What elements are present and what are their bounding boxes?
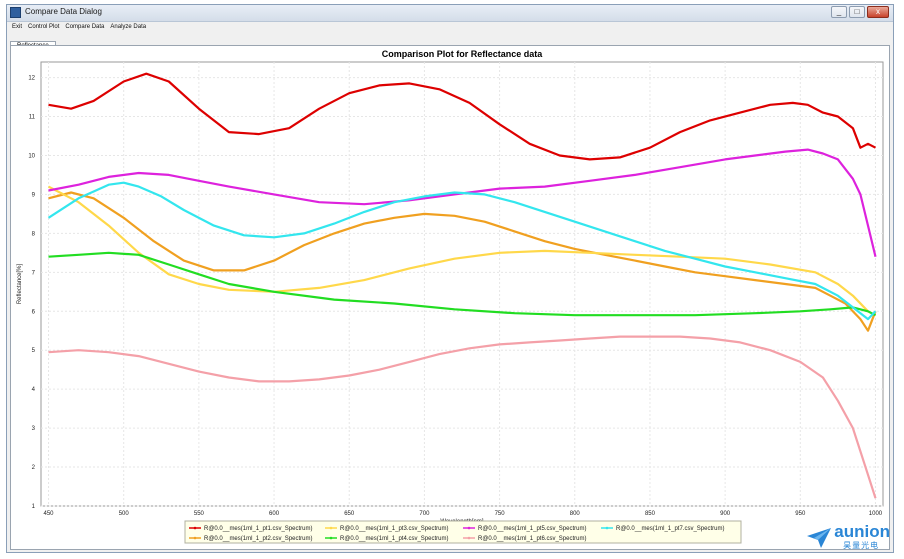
y-tick-label: 12	[28, 76, 35, 82]
legend-marker	[329, 526, 333, 530]
legend-label: R@0.0__mes(1ml_1_pt7.csv_Spectrum)	[616, 526, 724, 532]
title-bar[interactable]: Compare Data Dialog _ □ x	[7, 5, 893, 22]
y-tick-label: 2	[32, 465, 36, 471]
menu-exit[interactable]: Exit	[12, 24, 23, 30]
y-tick-label: 1	[32, 504, 36, 510]
legend-box	[184, 520, 742, 544]
legend-label: R@0.0__mes(1ml_1_pt2.csv_Spectrum)	[204, 536, 312, 542]
menu-analyze-data[interactable]: Analyze Data	[110, 24, 147, 30]
x-tick-label: 1000	[869, 511, 883, 517]
series-line-pt2	[48, 191, 877, 332]
y-tick-label: 4	[32, 387, 36, 393]
series-line-pt7	[47, 181, 877, 321]
menu-compare-data[interactable]: Compare Data	[65, 24, 105, 30]
series-line-pt4	[48, 251, 877, 317]
window-controls: _ □ x	[831, 6, 889, 18]
legend-marker	[467, 536, 471, 540]
y-tick-label: 9	[32, 192, 36, 198]
x-tick-label: 800	[570, 511, 581, 517]
y-tick-label: 10	[28, 153, 35, 159]
paper-plane-icon	[807, 527, 832, 548]
legend-label: R@0.0__mes(1ml_1_pt5.csv_Spectrum)	[478, 526, 586, 532]
legend-marker	[193, 526, 197, 530]
y-axis-label: Reflectance[%]	[17, 263, 23, 304]
close-button[interactable]: x	[867, 6, 889, 18]
watermark-brand: aunion	[834, 522, 890, 541]
x-tick-label: 450	[44, 511, 55, 517]
series-line-pt6	[48, 335, 877, 499]
x-tick-label: 950	[795, 511, 806, 517]
legend-label: R@0.0__mes(1ml_1_pt1.csv_Spectrum)	[204, 526, 312, 532]
legend-marker	[605, 526, 609, 530]
series-line-pt3	[47, 185, 877, 317]
maximize-button[interactable]: □	[849, 6, 865, 18]
y-tick-label: 6	[32, 309, 36, 315]
series-line-pt5	[48, 148, 877, 257]
x-tick-label: 700	[419, 511, 430, 517]
legend-label: R@0.0__mes(1ml_1_pt6.csv_Spectrum)	[478, 536, 586, 542]
x-tick-label: 650	[344, 511, 355, 517]
x-tick-label: 750	[495, 511, 506, 517]
x-tick-label: 550	[194, 511, 205, 517]
legend-label: R@0.0__mes(1ml_1_pt4.csv_Spectrum)	[340, 536, 448, 542]
y-tick-label: 3	[32, 426, 36, 432]
chart-panel: 450 500 550 600 650 700 750 800 850 900 950 1000 1 2 3…	[10, 45, 890, 550]
plot-area	[40, 61, 884, 507]
minimize-button[interactable]: _	[831, 6, 847, 18]
y-tick-label: 5	[32, 348, 36, 354]
series-line-pt1	[48, 72, 877, 161]
watermark-subtitle: 昊量光电	[843, 541, 880, 550]
tab-strip: Reflectance	[10, 34, 56, 50]
y-tick-label: 7	[32, 270, 36, 276]
legend-marker	[329, 536, 333, 540]
y-tick-label: 11	[29, 115, 36, 121]
x-tick-label: 500	[119, 511, 130, 517]
reflectance-chart: 450 500 550 600 650 700 750 800 850 900 950 1000123…	[17, 49, 884, 544]
window-title: Compare Data Dialog	[25, 7, 102, 16]
app-icon	[10, 7, 21, 18]
watermark-logo: aunion 昊量光电	[806, 522, 890, 551]
x-tick-label: 900	[720, 511, 731, 517]
y-tick-label: 8	[32, 231, 36, 237]
chart-title: Comparison Plot for Reflectance data	[382, 49, 544, 59]
menu-bar: Exit Control Plot Compare Data Analyze D…	[7, 22, 893, 33]
legend-marker	[193, 536, 197, 540]
legend-label: R@0.0__mes(1ml_1_pt3.csv_Spectrum)	[340, 526, 448, 532]
menu-control-plot[interactable]: Control Plot	[28, 24, 60, 30]
x-tick-label: 850	[645, 511, 656, 517]
compare-data-window: Compare Data Dialog _ □ x Exit Control P…	[6, 4, 894, 553]
legend-marker	[467, 526, 471, 530]
x-tick-label: 600	[269, 511, 280, 517]
